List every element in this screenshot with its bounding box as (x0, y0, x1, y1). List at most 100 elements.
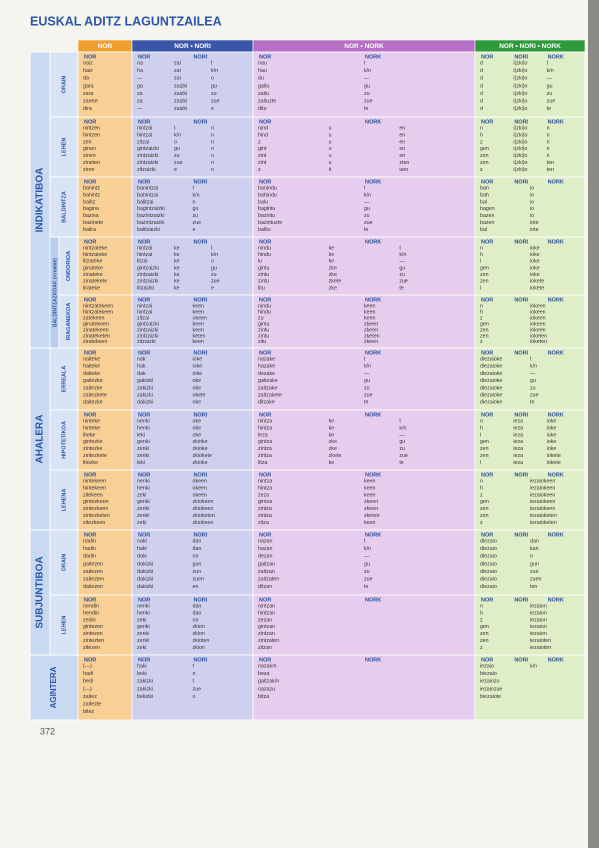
cell-text: ieza (513, 453, 523, 459)
cell-text: okeen (193, 485, 207, 491)
cell-text: keen (364, 485, 376, 491)
cell-text: d (480, 76, 483, 82)
cell-text: k/n (530, 663, 537, 669)
cell-text: gen (480, 624, 489, 630)
cell-header: NOR (84, 532, 96, 538)
cell-text: e (174, 167, 177, 173)
cell-text: ziren (83, 167, 95, 173)
cell-text: ke (329, 418, 335, 424)
cell-text: z (480, 339, 483, 345)
cell-text: henki (137, 485, 150, 491)
cell-text: zitezkeen (83, 520, 105, 526)
cell-text: zeki (137, 645, 146, 651)
cell-header: NORK (548, 297, 564, 303)
cell-text: zen (480, 327, 489, 333)
cell-text: balira (83, 227, 96, 233)
cell-text: zten (399, 160, 409, 166)
cell-header: NORI (194, 597, 208, 603)
cell-text: zint (258, 153, 267, 159)
cell-text: bitza (258, 694, 269, 700)
cell-text: dan (193, 546, 202, 552)
cell-text: zenki (137, 453, 149, 459)
cell-text: zu (211, 91, 217, 97)
cell-text: hintzatekeen (83, 309, 113, 315)
cell-text: oke (193, 425, 202, 431)
cell-text: zen (83, 139, 92, 145)
cell-text: nazake (258, 356, 275, 362)
cell-header: NORI (514, 179, 528, 185)
column-header: NOR • NORI • NORK (499, 43, 561, 50)
cell-text: — (364, 199, 370, 205)
cell-text: gu (364, 206, 370, 212)
cell-text: ioketen (530, 339, 547, 345)
cell-header: NORK (548, 532, 564, 538)
cell-text: gintza (258, 499, 272, 505)
cell-text: zue (399, 453, 408, 459)
cell-text: litzai (137, 259, 148, 265)
cell-text: zaitzake (258, 385, 277, 391)
cell-text: — (137, 106, 143, 112)
cell-text: k/n (174, 132, 181, 138)
cell-text: i(zki)o (513, 68, 527, 74)
cell-text: dan (193, 610, 202, 616)
cell-bg (474, 294, 586, 349)
cell-text: ten (547, 167, 554, 173)
cell-text: bazen (480, 213, 494, 219)
cell-header: NOR (84, 54, 96, 60)
cell-text: zenki (137, 631, 149, 637)
cell-header: NORK (365, 412, 381, 418)
cell-text: i(zki)o (513, 139, 527, 145)
cell-text: zkioketen (193, 513, 215, 519)
cell-text: diezaio (480, 569, 497, 575)
cell-header: NORK (548, 597, 564, 603)
cell-text: en (399, 125, 405, 131)
cell-text: nazak/n (258, 663, 277, 669)
cell-text: z (480, 492, 483, 498)
cell-text: zkeen (364, 499, 378, 505)
cell-text: zkete (329, 453, 342, 459)
cell-text: t (193, 679, 195, 685)
cell-text: balitzaizki (137, 227, 160, 233)
cell-text: n (547, 125, 550, 131)
cell-header: NOR (481, 297, 493, 303)
cell-header: NOR (259, 472, 271, 478)
section-label: IRAGANEKOA (66, 303, 72, 341)
cell-text: lu (258, 259, 262, 265)
group-label-bg (29, 654, 79, 721)
cell-text: gun (193, 561, 202, 567)
cell-text: zintzaizki (137, 272, 159, 278)
cell-text: zen (480, 153, 489, 159)
cell-text: zkeen (364, 327, 378, 333)
cell-text: iezaiozu (480, 679, 499, 685)
cell-text: diezaioke (480, 393, 502, 399)
cell-text: t (364, 60, 366, 66)
cell-text: iezaioketen (530, 520, 557, 526)
cell-text: zintzaizki (137, 327, 159, 333)
cell-text: zitzai (137, 315, 149, 321)
cell-text: bitez (83, 709, 95, 715)
cell-text: en (399, 146, 405, 152)
cell-text: zke (329, 285, 337, 291)
cell-text: io (530, 199, 534, 205)
cell-text: t (193, 185, 195, 191)
cell-text: bedi (83, 679, 93, 685)
cell-text: hindu (258, 252, 271, 258)
cell-text: gu (399, 439, 405, 445)
cell-text: en (399, 153, 405, 159)
cell-text: zintezkete (83, 453, 107, 459)
cell-text: nenki (137, 418, 150, 424)
cell-text: n (480, 418, 483, 424)
cell-text: ban (480, 185, 489, 191)
cell-text: ieza (513, 446, 523, 452)
cell-text: ha (137, 68, 143, 74)
cell-text: nintza (258, 418, 272, 424)
cell-header: NOR (84, 412, 96, 418)
cell-text: zaitzakete (258, 393, 282, 399)
cell-text: daiteke (83, 371, 100, 377)
cell-text: balitu (258, 227, 271, 233)
cell-text: daki (137, 554, 147, 560)
cell-header: NOR (259, 532, 271, 538)
cell-text: zai (174, 76, 181, 82)
cell-text: zintezten (83, 638, 104, 644)
cell-text: o (193, 694, 196, 700)
